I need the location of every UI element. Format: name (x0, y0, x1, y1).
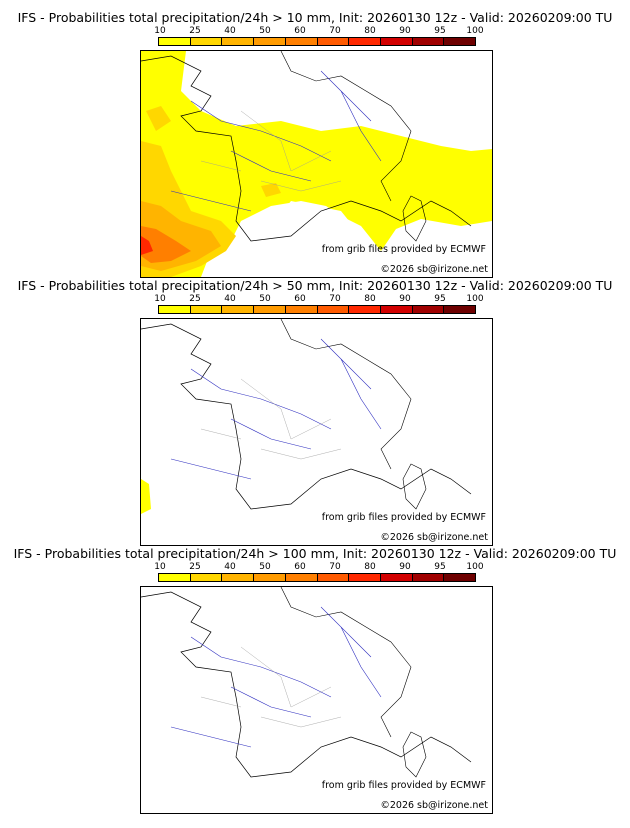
colorbar-swatch (380, 306, 413, 313)
colorbar-swatch (190, 38, 223, 45)
colorbar-swatch (222, 574, 255, 581)
colorbar-tick: 40 (224, 26, 236, 36)
colorbar-tick: 60 (294, 294, 306, 304)
map-graphic (141, 319, 472, 514)
colorbar-swatch (349, 574, 381, 581)
copyright-credit: ©2026 sb@irizone.net (380, 800, 488, 811)
colorbar-tick: 70 (329, 562, 341, 572)
colorbar-tick: 10 (154, 26, 166, 36)
colorbar-swatch (412, 38, 445, 45)
colorbar-tick: 100 (466, 294, 484, 304)
probability-map: from grib files provided by ECMWF ©2026 … (140, 318, 493, 546)
colorbar-tick: 95 (434, 294, 446, 304)
source-credit: from grib files provided by ECMWF (321, 244, 486, 255)
colorbar-swatch (285, 306, 318, 313)
source-credit: from grib files provided by ECMWF (321, 780, 486, 791)
copyright-credit: ©2026 sb@irizone.net (380, 532, 488, 543)
panel-title: IFS - Probabilities total precipitation/… (13, 546, 617, 561)
colorbar-tick: 70 (329, 294, 341, 304)
colorbar-labels: 10 25 40 50 60 70 80 90 95 100 (154, 294, 483, 304)
colorbar-tick: 100 (466, 26, 484, 36)
colorbar-swatch (285, 38, 318, 45)
colorbar-tick: 90 (399, 26, 411, 36)
colorbar (158, 37, 476, 46)
colorbar-swatch (349, 38, 381, 45)
colorbar-tick: 40 (224, 562, 236, 572)
colorbar-tick: 10 (154, 294, 166, 304)
colorbar-swatch (285, 574, 318, 581)
colorbar-tick: 25 (189, 26, 201, 36)
colorbar-tick: 70 (329, 26, 341, 36)
colorbar-swatch (444, 574, 476, 581)
colorbar-swatch (254, 306, 286, 313)
colorbar-tick: 50 (259, 26, 271, 36)
probability-map: from grib files provided by ECMWF ©2026 … (140, 50, 493, 278)
copyright-credit: ©2026 sb@irizone.net (380, 264, 488, 275)
colorbar-swatch (412, 306, 445, 313)
colorbar-tick: 80 (364, 26, 376, 36)
map-graphic (141, 51, 492, 277)
colorbar-tick: 50 (259, 294, 271, 304)
colorbar-swatch (380, 38, 413, 45)
colorbar (158, 305, 476, 314)
colorbar-swatch (380, 574, 413, 581)
colorbar-swatch (190, 574, 223, 581)
colorbar-swatch (159, 306, 191, 313)
colorbar-tick: 25 (189, 562, 201, 572)
colorbar-swatch (222, 306, 255, 313)
colorbar-swatch (444, 38, 476, 45)
colorbar-tick: 50 (259, 562, 271, 572)
colorbar-tick: 100 (466, 562, 484, 572)
colorbar-swatch (254, 574, 286, 581)
colorbar-tick: 60 (294, 562, 306, 572)
colorbar-tick: 80 (364, 294, 376, 304)
colorbar-tick: 95 (434, 562, 446, 572)
colorbar-swatch (349, 306, 381, 313)
colorbar-tick: 95 (434, 26, 446, 36)
colorbar-tick: 40 (224, 294, 236, 304)
colorbar-tick: 10 (154, 562, 166, 572)
colorbar-swatch (317, 574, 350, 581)
source-credit: from grib files provided by ECMWF (321, 512, 486, 523)
panel-100mm: IFS - Probabilities total precipitation/… (0, 546, 630, 818)
colorbar-swatch (159, 38, 191, 45)
colorbar-labels: 10 25 40 50 60 70 80 90 95 100 (154, 26, 483, 36)
colorbar-tick: 60 (294, 26, 306, 36)
colorbar-tick: 90 (399, 562, 411, 572)
map-graphic (141, 587, 472, 778)
colorbar-swatch (317, 306, 350, 313)
colorbar-tick: 25 (189, 294, 201, 304)
colorbar-swatch (190, 306, 223, 313)
colorbar-swatch (254, 38, 286, 45)
colorbar-swatch (412, 574, 445, 581)
panel-10mm: IFS - Probabilities total precipitation/… (0, 10, 630, 282)
colorbar-tick: 80 (364, 562, 376, 572)
colorbar-labels: 10 25 40 50 60 70 80 90 95 100 (154, 562, 483, 572)
colorbar (158, 573, 476, 582)
colorbar-swatch (222, 38, 255, 45)
colorbar-swatch (317, 38, 350, 45)
colorbar-swatch (159, 574, 191, 581)
colorbar-tick: 90 (399, 294, 411, 304)
panel-title: IFS - Probabilities total precipitation/… (17, 10, 613, 25)
colorbar-swatch (444, 306, 476, 313)
panel-50mm: IFS - Probabilities total precipitation/… (0, 278, 630, 550)
probability-map: from grib files provided by ECMWF ©2026 … (140, 586, 493, 814)
panel-title: IFS - Probabilities total precipitation/… (17, 278, 613, 293)
